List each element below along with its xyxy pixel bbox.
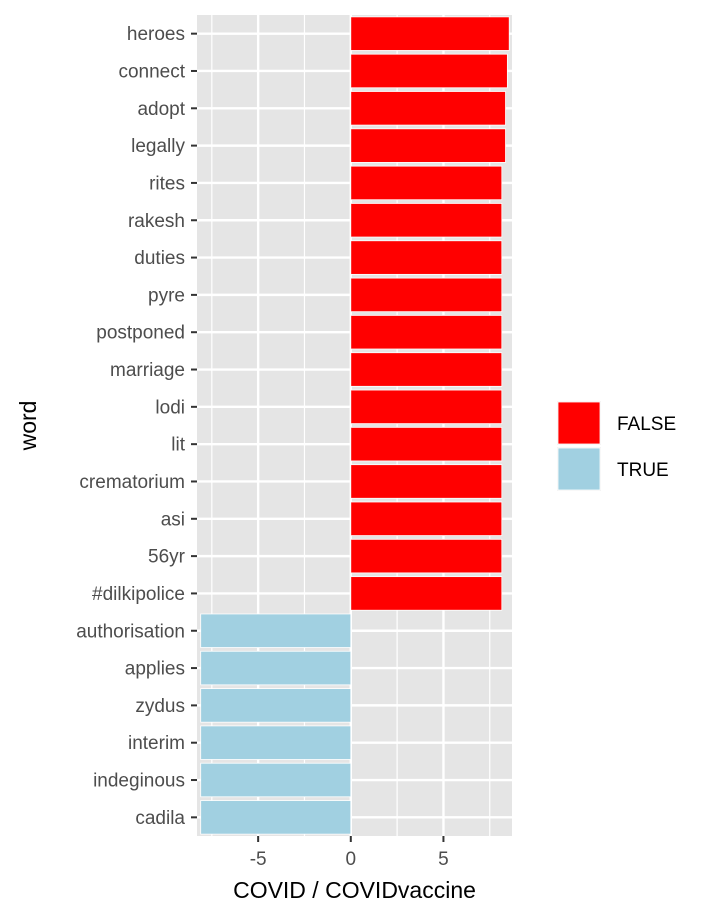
- y-tick-label: postponed: [96, 323, 185, 344]
- y-axis: heroes connect adopt legally rites rakesh duti…: [76, 24, 197, 829]
- bar-rakesh: [350, 203, 503, 238]
- y-tick-label: rites: [149, 173, 185, 194]
- y-tick-label: connect: [118, 61, 185, 82]
- y-tick-label: heroes: [127, 24, 185, 45]
- bar-lit: [350, 426, 503, 462]
- legend-label-true: TRUE: [617, 460, 669, 481]
- y-axis-title: word: [15, 401, 41, 452]
- bar-56yr: [350, 538, 503, 574]
- legend-swatch-true: [557, 447, 601, 491]
- y-tick-label: crematorium: [79, 472, 185, 493]
- bar-indeginous: [200, 762, 352, 798]
- bar-zydus: [200, 688, 352, 723]
- bar-duties: [350, 240, 503, 275]
- bar-rites: [350, 165, 503, 201]
- x-tick-label: 0: [346, 849, 357, 870]
- y-tick-label: pyre: [148, 285, 185, 306]
- bar-marriage: [350, 352, 503, 387]
- y-tick-label: legally: [131, 136, 185, 157]
- x-axis: -5 0 5: [250, 836, 449, 870]
- legend-label-false: FALSE: [617, 414, 676, 435]
- x-tick-label: 5: [438, 849, 449, 870]
- bar-asi: [350, 501, 503, 536]
- bars: [200, 16, 510, 835]
- bar-legally: [350, 128, 506, 163]
- y-tick-label: asi: [161, 509, 185, 530]
- y-tick-label: applies: [125, 659, 185, 680]
- bar-connect: [350, 53, 508, 89]
- y-tick-label: adopt: [137, 99, 185, 120]
- y-tick-label: duties: [134, 248, 185, 269]
- y-tick-label: lodi: [155, 397, 185, 418]
- y-tick-label: indeginous: [93, 771, 185, 792]
- y-tick-label: rakesh: [128, 211, 185, 232]
- bar-interim: [200, 725, 352, 760]
- y-tick-label: cadila: [135, 808, 185, 829]
- legend-swatch-false: [557, 401, 601, 445]
- y-tick-label: marriage: [110, 360, 185, 381]
- y-tick-label: zydus: [135, 696, 185, 717]
- bar-pyre: [350, 277, 503, 313]
- y-tick-label: authorisation: [76, 621, 185, 642]
- bar-authorisation: [200, 613, 352, 648]
- y-tick-label: interim: [128, 733, 185, 754]
- y-tick-label: #dilkipolice: [92, 584, 185, 605]
- bar-lodi: [350, 389, 503, 425]
- bar-crematorium: [350, 464, 503, 499]
- bar-adopt: [350, 91, 506, 126]
- bar-#dilkipolice: [350, 576, 503, 611]
- x-axis-title: COVID / COVIDvaccine: [233, 877, 476, 903]
- y-tick-label: 56yr: [148, 547, 186, 568]
- bar-postponed: [350, 315, 503, 350]
- bar-applies: [200, 650, 352, 686]
- x-tick-label: -5: [250, 849, 267, 870]
- y-tick-label: lit: [171, 435, 185, 456]
- bar-heroes: [350, 16, 510, 51]
- bar-cadila: [200, 800, 352, 835]
- legend: FALSE TRUE: [557, 401, 676, 491]
